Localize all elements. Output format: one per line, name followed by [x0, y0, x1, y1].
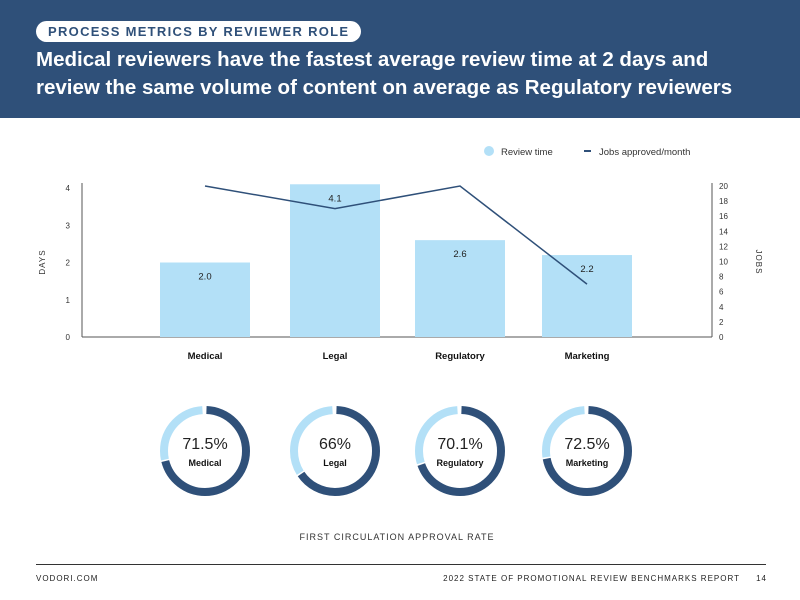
- right-tick-label: 2: [719, 318, 724, 327]
- donut-remainder-arc: [415, 406, 505, 496]
- jobs-line: [204, 185, 588, 285]
- bar-regulatory: [415, 240, 505, 337]
- bar-data-label: 4.1: [328, 193, 341, 204]
- footer-site: VODORI.COM: [36, 574, 99, 583]
- legend-review-time: Review time: [501, 147, 553, 158]
- donut-rate-arc: [542, 406, 632, 496]
- donut-value: 66%: [319, 436, 351, 453]
- left-tick-label: 1: [66, 296, 71, 305]
- right-tick-label: 6: [719, 288, 724, 297]
- bar-data-label: 2.0: [198, 272, 211, 283]
- legend-review-time-swatch: [484, 146, 494, 156]
- right-tick-label: 14: [719, 227, 728, 236]
- donut-label: Medical: [188, 458, 221, 468]
- donut-section-title: FIRST CIRCULATION APPROVAL RATE: [299, 532, 494, 542]
- category-label: Legal: [323, 351, 348, 362]
- right-tick-label: 16: [719, 212, 728, 221]
- footer-divider: [36, 564, 766, 565]
- category-label: Regulatory: [435, 351, 485, 362]
- right-tick-label: 8: [719, 273, 724, 282]
- left-tick-label: 3: [66, 221, 71, 230]
- page-number: 14: [756, 574, 767, 583]
- right-tick-label: 12: [719, 242, 728, 251]
- donut-label: Marketing: [566, 458, 609, 468]
- legend-jobs: Jobs approved/month: [599, 147, 690, 158]
- headline: Medical reviewers have the fastest avera…: [36, 48, 733, 99]
- category-label: Marketing: [565, 351, 610, 362]
- left-tick-label: 0: [66, 333, 71, 342]
- bar-marketing: [542, 255, 632, 337]
- bar-medical: [160, 262, 250, 337]
- donut-remainder-arc: [160, 406, 250, 496]
- donut-rate-arc: [290, 406, 380, 496]
- donut-label: Regulatory: [436, 458, 483, 468]
- right-tick-label: 18: [719, 197, 728, 206]
- bar-data-label: 2.2: [580, 264, 593, 275]
- right-tick-label: 0: [719, 333, 724, 342]
- donut-rate-arc: [415, 406, 505, 496]
- right-tick-label: 4: [719, 303, 724, 312]
- left-tick-label: 4: [66, 184, 71, 193]
- right-axis-label: JOBS: [754, 250, 763, 275]
- footer-report-title: 2022 STATE OF PROMOTIONAL REVIEW BENCHMA…: [443, 574, 740, 583]
- left-tick-label: 2: [66, 259, 71, 268]
- right-tick-label: 10: [719, 258, 728, 267]
- donut-label: Legal: [323, 458, 347, 468]
- section-label: PROCESS METRICS BY REVIEWER ROLE: [36, 21, 362, 42]
- right-tick-label: 20: [719, 182, 728, 191]
- left-axis-label: DAYS: [38, 249, 47, 274]
- category-label: Medical: [188, 351, 223, 362]
- donut-remainder-arc: [542, 406, 632, 496]
- header-banner: PROCESS METRICS BY REVIEWER ROLE Medical…: [0, 0, 800, 118]
- bar-legal: [290, 184, 380, 337]
- donut-rate-arc: [160, 406, 250, 496]
- donut-value: 71.5%: [182, 436, 227, 453]
- donut-value: 70.1%: [437, 436, 482, 453]
- donut-value: 72.5%: [564, 436, 609, 453]
- bar-data-label: 2.6: [453, 249, 466, 260]
- donut-remainder-arc: [290, 406, 380, 496]
